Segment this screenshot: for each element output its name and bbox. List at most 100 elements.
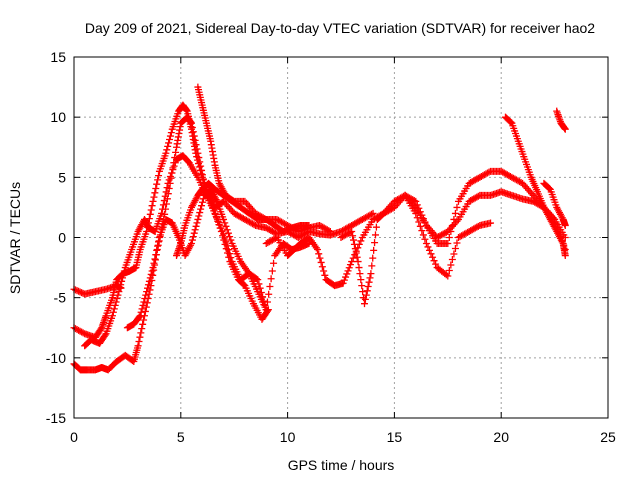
data-point-marker — [372, 223, 380, 231]
data-point-marker — [339, 279, 347, 287]
data-point-marker — [152, 185, 160, 193]
data-point-marker — [196, 158, 204, 166]
data-point-marker — [223, 226, 231, 234]
data-point-marker — [344, 267, 352, 275]
data-point-marker — [348, 227, 356, 235]
data-point-marker — [442, 271, 450, 279]
data-point-marker — [326, 227, 334, 235]
y-tick-label: 5 — [58, 169, 66, 185]
data-point-marker — [108, 312, 116, 320]
data-point-marker — [444, 240, 452, 248]
data-point-marker — [263, 307, 271, 315]
data-point-marker — [147, 270, 155, 278]
data-markers — [70, 83, 569, 374]
series-arc-3 — [70, 113, 272, 374]
data-point-marker — [114, 291, 122, 299]
data-point-marker — [78, 289, 86, 297]
data-point-marker — [346, 261, 354, 269]
data-point-marker — [343, 270, 351, 278]
data-point-marker — [136, 312, 144, 320]
data-point-marker — [453, 239, 461, 247]
data-point-marker — [351, 245, 359, 253]
data-point-marker — [136, 333, 144, 341]
data-point-marker — [445, 234, 453, 241]
data-point-marker — [222, 238, 230, 246]
data-point-marker — [255, 280, 263, 288]
data-point-marker — [345, 264, 353, 272]
data-point-marker — [227, 236, 235, 244]
data-point-marker — [143, 288, 151, 296]
data-point-marker — [350, 236, 358, 244]
data-point-marker — [148, 202, 156, 210]
data-point-marker — [270, 259, 278, 267]
data-point-marker — [145, 277, 153, 285]
data-point-marker — [119, 274, 127, 282]
data-point-marker — [453, 203, 461, 211]
data-point-marker — [110, 305, 118, 313]
data-point-marker — [145, 215, 153, 223]
data-point-marker — [362, 291, 370, 299]
data-point-marker — [155, 172, 163, 180]
data-point-marker — [224, 229, 232, 237]
y-tick-label: -15 — [46, 410, 66, 426]
data-point-marker — [367, 270, 375, 278]
data-point-marker — [267, 275, 275, 283]
data-point-marker — [349, 254, 357, 262]
data-point-marker — [419, 231, 427, 239]
data-point-marker — [342, 273, 350, 281]
series-arc-7 — [194, 83, 334, 235]
data-point-marker — [144, 284, 152, 292]
data-point-marker — [195, 154, 203, 162]
data-point-marker — [158, 209, 166, 217]
data-point-marker — [221, 234, 229, 242]
data-point-marker — [151, 255, 159, 263]
data-point-marker — [196, 209, 204, 217]
data-point-marker — [137, 308, 145, 316]
series-arc-10 — [401, 188, 569, 241]
data-point-marker — [155, 238, 163, 246]
data-point-marker — [191, 136, 199, 144]
data-point-marker — [254, 276, 262, 284]
data-point-marker — [73, 287, 81, 295]
data-point-marker — [162, 149, 170, 157]
data-point-marker — [421, 235, 429, 243]
data-point-marker — [166, 136, 174, 144]
x-tick-label: 5 — [177, 429, 185, 445]
data-point-marker — [561, 234, 569, 241]
data-point-marker — [154, 176, 162, 184]
data-point-marker — [371, 239, 379, 247]
data-point-marker — [360, 300, 368, 308]
data-point-marker — [140, 298, 148, 306]
data-point-marker — [485, 168, 493, 176]
data-point-marker — [191, 226, 199, 234]
data-point-marker — [146, 210, 154, 218]
series-arc-12 — [540, 179, 569, 229]
data-point-marker — [199, 175, 207, 183]
data-point-marker — [356, 270, 364, 278]
data-point-marker — [418, 227, 426, 235]
data-point-marker — [359, 288, 367, 296]
data-point-marker — [223, 242, 231, 250]
data-point-marker — [266, 282, 274, 290]
data-point-marker — [416, 222, 424, 230]
data-point-marker — [429, 253, 437, 261]
data-point-marker — [153, 180, 161, 188]
x-axis-label: GPS time / hours — [288, 457, 395, 473]
data-point-marker — [220, 215, 228, 223]
data-point-marker — [198, 198, 206, 206]
data-point-marker — [154, 242, 162, 250]
data-point-marker — [444, 272, 452, 280]
data-point-marker — [148, 267, 156, 275]
data-point-marker — [111, 301, 119, 309]
data-point-marker — [197, 205, 205, 213]
data-point-marker — [162, 188, 170, 196]
data-point-marker — [199, 195, 207, 203]
data-point-marker — [190, 132, 198, 140]
data-point-marker — [227, 254, 235, 262]
data-point-marker — [151, 189, 159, 197]
data-point-marker — [135, 338, 143, 346]
data-point-marker — [150, 259, 158, 267]
data-point-marker — [143, 227, 151, 235]
data-point-marker — [118, 277, 126, 285]
series-arc-11 — [501, 113, 569, 260]
